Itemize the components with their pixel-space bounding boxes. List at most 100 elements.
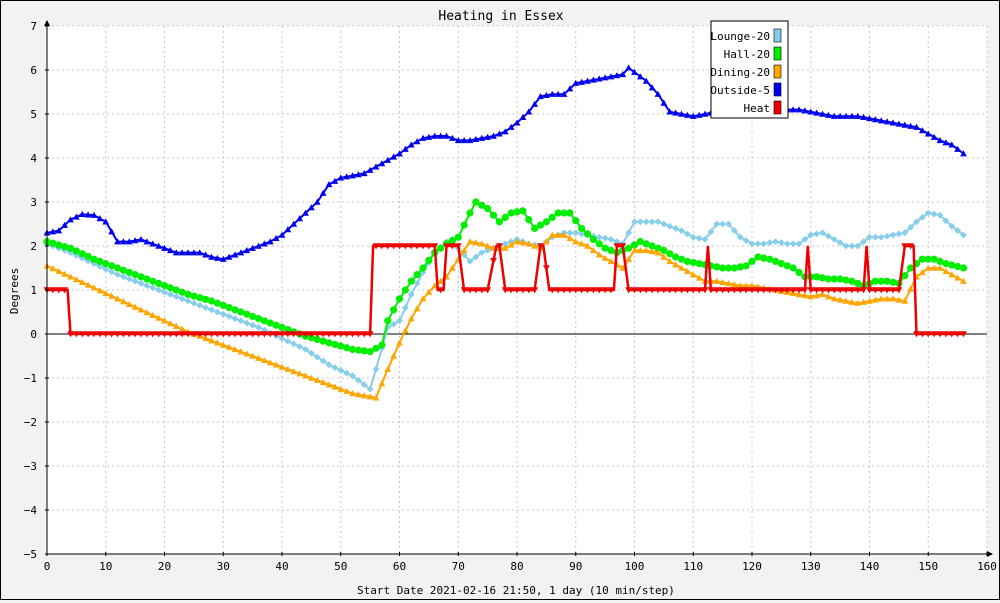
legend-label-outside-5: Outside-5	[710, 84, 770, 97]
data-point-outside-5	[84, 211, 92, 218]
data-point-heat	[490, 257, 497, 265]
data-point-outside-5	[172, 249, 180, 256]
data-point-dining-20	[807, 293, 815, 300]
data-point-lounge-20	[877, 233, 885, 241]
data-point-lounge-20	[642, 218, 650, 226]
data-point-dining-20	[302, 372, 309, 379]
data-point-outside-5	[607, 73, 615, 80]
data-point-hall-20	[724, 264, 733, 272]
data-point-lounge-20	[871, 233, 879, 241]
data-point-hall-20	[143, 275, 151, 283]
data-point-hall-20	[566, 209, 574, 217]
data-point-heat	[149, 331, 157, 338]
data-point-hall-20	[930, 255, 938, 263]
data-point-outside-5	[666, 108, 674, 115]
data-point-heat	[302, 331, 309, 338]
y-tick-label: −5	[24, 548, 37, 561]
data-point-heat	[396, 243, 403, 250]
data-point-outside-5	[813, 109, 821, 116]
y-tick-label: −3	[24, 460, 37, 473]
data-point-hall-20	[125, 268, 133, 276]
data-point-dining-20	[918, 269, 926, 276]
data-point-outside-5	[578, 78, 586, 85]
data-point-dining-20	[860, 298, 868, 305]
data-point-outside-5	[560, 90, 568, 97]
data-point-lounge-20	[190, 299, 198, 307]
data-point-outside-5	[278, 231, 286, 238]
data-point-dining-20	[354, 391, 362, 398]
x-tick-label: 110	[683, 560, 703, 573]
data-point-heat	[525, 287, 533, 294]
data-point-outside-5	[860, 113, 868, 121]
data-point-dining-20	[307, 374, 315, 381]
data-point-outside-5	[208, 253, 215, 260]
y-tick-label: 0	[30, 328, 37, 341]
data-point-dining-20	[948, 271, 956, 278]
data-point-lounge-20	[119, 273, 127, 281]
data-point-heat	[689, 287, 697, 294]
data-point-heat	[131, 331, 139, 338]
data-point-hall-20	[90, 255, 98, 263]
data-point-hall-20	[572, 217, 580, 225]
data-point-lounge-20	[695, 234, 703, 242]
data-point-lounge-20	[96, 262, 104, 270]
data-point-heat	[249, 331, 257, 338]
data-point-hall-20	[437, 244, 445, 252]
data-point-dining-20	[437, 277, 445, 284]
data-point-hall-20	[202, 295, 210, 303]
data-point-lounge-20	[149, 284, 157, 292]
data-point-heat	[166, 331, 174, 338]
data-point-outside-5	[678, 110, 685, 117]
data-point-outside-5	[255, 242, 262, 249]
x-tick-label: 80	[510, 560, 523, 573]
data-point-heat	[419, 243, 427, 250]
data-point-lounge-20	[701, 236, 709, 243]
data-point-heat	[202, 331, 210, 338]
data-point-heat	[566, 287, 574, 294]
data-point-outside-5	[619, 71, 627, 78]
data-point-heat	[331, 331, 339, 338]
data-point-lounge-20	[719, 220, 727, 228]
data-point-heat	[143, 331, 151, 338]
data-point-hall-20	[378, 341, 386, 349]
data-point-outside-5	[354, 171, 362, 178]
series-dining-20	[43, 231, 967, 401]
data-point-lounge-20	[114, 271, 121, 278]
data-point-heat	[337, 331, 345, 338]
data-point-hall-20	[108, 262, 116, 270]
data-point-lounge-20	[730, 227, 738, 234]
data-point-heat	[225, 331, 233, 338]
data-point-dining-20	[225, 343, 233, 350]
data-point-lounge-20	[901, 229, 909, 237]
data-point-outside-5	[789, 106, 797, 113]
data-point-outside-5	[249, 244, 257, 251]
data-point-lounge-20	[866, 233, 873, 241]
data-point-lounge-20	[178, 295, 186, 303]
data-point-heat	[155, 331, 163, 338]
data-point-lounge-20	[296, 343, 304, 351]
data-point-heat	[683, 287, 691, 294]
data-point-heat	[360, 331, 368, 338]
data-point-hall-20	[830, 275, 838, 283]
data-point-dining-20	[584, 242, 591, 249]
data-point-lounge-20	[184, 297, 192, 305]
data-point-dining-20	[266, 359, 274, 366]
data-point-heat	[548, 287, 556, 294]
data-point-hall-20	[407, 277, 415, 285]
data-point-hall-20	[713, 263, 721, 271]
series-heat	[43, 243, 967, 338]
data-point-hall-20	[472, 198, 480, 206]
series-hall-20	[43, 198, 968, 356]
data-point-hall-20	[907, 264, 915, 272]
data-point-lounge-20	[713, 220, 721, 228]
data-point-lounge-20	[390, 320, 398, 328]
data-point-heat	[877, 287, 885, 294]
data-point-outside-5	[842, 112, 850, 119]
data-point-heat	[266, 331, 274, 338]
data-point-heat	[161, 331, 168, 338]
data-point-outside-5	[61, 221, 69, 228]
data-point-dining-20	[936, 264, 944, 271]
data-point-dining-20	[725, 280, 732, 287]
data-point-outside-5	[337, 174, 345, 181]
data-point-heat	[501, 287, 509, 294]
